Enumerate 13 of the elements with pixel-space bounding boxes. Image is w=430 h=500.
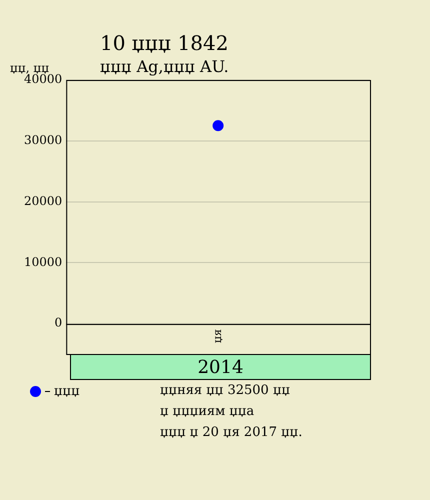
text: џџняя џџ 32500 џџ xyxy=(160,383,290,398)
chart-title: 10 џџџ 1842 xyxy=(100,31,228,55)
y-axis-title: џџ, џџ xyxy=(10,61,50,75)
y-tick-label: 20000 xyxy=(24,194,62,208)
chart-subtitle: џџџ Ag,џџџ AU. xyxy=(100,57,229,76)
text: џ џџџиям џџа xyxy=(160,404,254,419)
text: 2014 xyxy=(70,354,371,380)
text: џџџ џ 20 џя 2017 џџ. xyxy=(160,425,302,440)
y-tick-label: 0 xyxy=(54,316,62,330)
y-tick-label: 10000 xyxy=(24,254,62,269)
x-tick-label: џя xyxy=(210,328,224,344)
y-tick-label: 30000 xyxy=(24,133,62,148)
text: џџџ xyxy=(54,384,80,399)
